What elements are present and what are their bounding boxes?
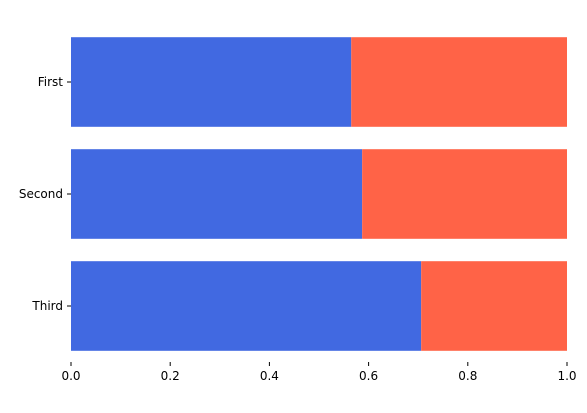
bar-first-segment-1 [71,37,352,127]
x-axis: 0.0 0.2 0.4 0.6 0.8 1.0 [61,362,577,383]
bar-third-segment-1 [71,261,422,351]
y-tick-label: Third [31,299,63,313]
bar-first-segment-2 [351,37,567,127]
bars-group [71,37,567,351]
bar-second-segment-1 [71,149,363,239]
y-tick-label: First [38,75,64,89]
bar-second-segment-2 [362,149,567,239]
y-tick-label: Second [19,187,63,201]
bar-third-segment-2 [421,261,567,351]
x-tick-label: 0.2 [161,369,180,383]
x-tick-label: 0.0 [61,369,80,383]
x-tick-label: 0.4 [260,369,279,383]
x-tick-label: 1.0 [557,369,576,383]
x-tick-label: 0.6 [359,369,378,383]
x-tick-label: 0.8 [458,369,477,383]
y-axis: First Second Third [19,75,71,313]
